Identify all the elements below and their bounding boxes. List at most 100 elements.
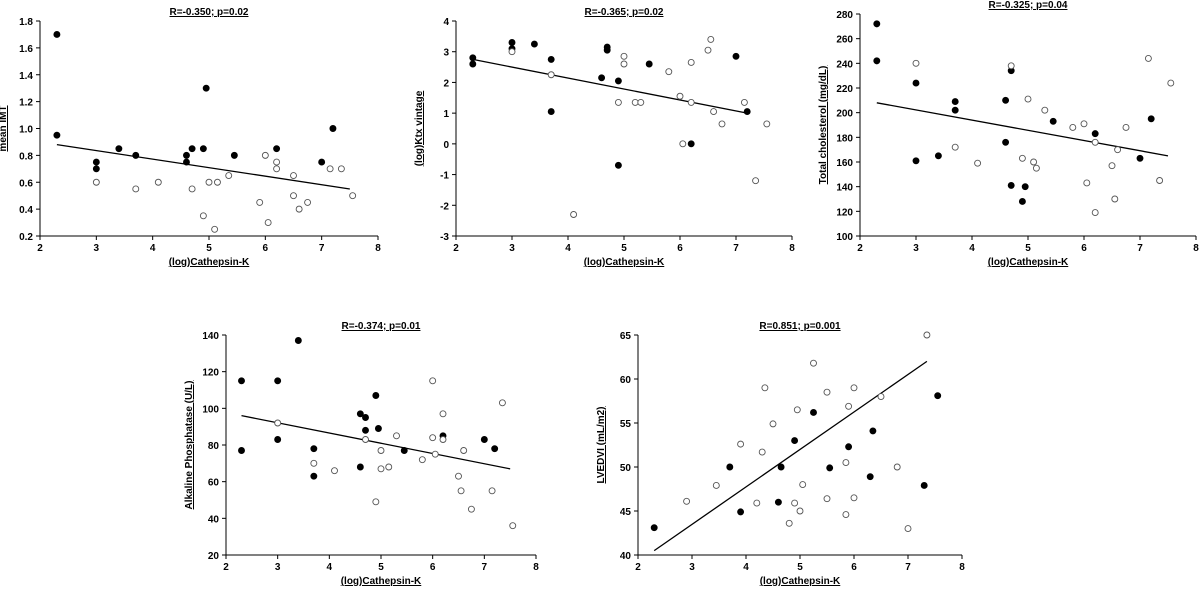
x-axis-label: (log)Cathepsin-K — [584, 257, 665, 268]
data-point-filled — [92, 158, 100, 166]
data-point-open — [679, 140, 687, 148]
data-point-open — [1114, 146, 1122, 154]
x-tick-label: 8 — [789, 243, 795, 254]
data-point-open — [429, 377, 437, 385]
data-point-open — [570, 211, 578, 218]
x-tick-label: 6 — [430, 562, 436, 573]
data-point-filled — [614, 161, 622, 169]
data-point-filled — [737, 508, 745, 516]
data-point-open — [737, 440, 745, 448]
data-point-open — [1083, 179, 1091, 187]
data-point-open — [488, 487, 496, 495]
data-point-open — [372, 498, 380, 506]
data-point-open — [274, 419, 282, 427]
data-point-filled — [866, 473, 874, 481]
x-tick-label: 6 — [263, 243, 269, 254]
y-tick-label: 200 — [836, 109, 853, 120]
data-point-filled — [1018, 198, 1026, 205]
x-tick-label: 3 — [94, 243, 100, 254]
x-tick-label: 4 — [150, 243, 156, 254]
data-point-open — [290, 192, 297, 200]
data-point-filled — [374, 425, 382, 432]
data-point-open — [823, 388, 831, 396]
data-point-filled — [791, 437, 799, 445]
data-point-open — [707, 35, 715, 43]
data-point-open — [1018, 154, 1026, 162]
data-point-open — [205, 178, 213, 186]
data-point-filled — [92, 165, 100, 173]
data-point-filled — [1021, 183, 1029, 191]
data-point-filled — [202, 84, 210, 92]
regression-line — [653, 360, 928, 552]
regression-line — [56, 143, 350, 190]
y-tick-label: 20 — [208, 551, 220, 562]
y-tick-label: 1.6 — [19, 44, 33, 55]
data-point-open — [740, 98, 748, 106]
data-point-open — [385, 463, 393, 471]
x-tick-label: 4 — [565, 243, 571, 254]
data-point-open — [1030, 158, 1038, 166]
y-tick-label: 280 — [836, 10, 853, 21]
data-point-open — [1156, 177, 1164, 184]
data-point-filled — [650, 524, 658, 532]
data-point-filled — [873, 57, 881, 65]
data-point-filled — [188, 145, 196, 153]
data-point-filled — [951, 106, 959, 114]
y-tick-label: 2 — [443, 78, 449, 89]
x-tick-label: 6 — [851, 562, 857, 573]
y-tick-label: 1.0 — [19, 125, 33, 136]
data-point-filled — [1049, 117, 1057, 125]
x-tick-label: 3 — [913, 243, 919, 254]
data-point-open — [431, 450, 439, 458]
data-point-open — [687, 98, 695, 106]
data-point-filled — [951, 98, 959, 106]
data-point-filled — [810, 408, 817, 416]
y-tick-label: 4 — [443, 17, 449, 28]
data-point-open — [256, 198, 264, 206]
y-tick-label: 65 — [620, 331, 632, 342]
data-point-open — [1122, 124, 1130, 131]
y-tick-label: 260 — [836, 35, 853, 46]
data-point-filled — [491, 445, 499, 453]
data-point-filled — [362, 414, 369, 421]
data-point-open — [620, 52, 628, 60]
data-point-open — [326, 165, 334, 173]
data-point-open — [188, 185, 196, 193]
data-point-open — [758, 448, 766, 456]
data-point-open — [457, 487, 465, 495]
x-tick-label: 4 — [327, 562, 333, 573]
data-point-filled — [469, 60, 477, 68]
chart-2: 2 3 4 5 6 7 8 -3 -2 -1 0 1 2 3 4 R=-0.365; p=0.02 (log)C… — [414, 7, 795, 268]
x-tick-label: 8 — [375, 243, 381, 254]
data-point-filled — [530, 40, 538, 48]
data-point-filled — [356, 463, 364, 471]
data-point-open — [211, 225, 219, 233]
data-point-open — [710, 108, 718, 116]
x-tick-label: 2 — [37, 243, 43, 254]
data-point-filled — [547, 108, 555, 116]
data-point-open — [893, 463, 901, 471]
chart-title: R=-0.350; p=0.02 — [170, 7, 249, 18]
y-tick-label: 40 — [620, 551, 632, 562]
data-point-open — [845, 402, 853, 410]
data-point-open — [1024, 95, 1032, 103]
y-tick-label: 40 — [208, 514, 220, 525]
y-tick-label: 1.4 — [19, 71, 33, 82]
data-point-open — [718, 120, 726, 128]
x-tick-label: 8 — [959, 562, 965, 573]
data-point-filled — [687, 140, 695, 148]
y-tick-label: 80 — [208, 441, 220, 452]
x-tick-label: 7 — [482, 562, 488, 573]
data-point-filled — [732, 52, 740, 60]
data-point-filled — [238, 377, 245, 385]
chart-title: R=-0.374; p=0.01 — [342, 321, 421, 332]
y-tick-label: 0 — [443, 140, 449, 151]
data-point-filled — [726, 463, 734, 471]
y-tick-label: 0.8 — [19, 151, 33, 162]
data-point-open — [683, 497, 691, 505]
data-point-open — [331, 467, 338, 475]
data-point-open — [264, 219, 272, 227]
data-point-filled — [774, 498, 782, 506]
data-point-filled — [372, 392, 380, 399]
data-point-filled — [598, 74, 606, 82]
